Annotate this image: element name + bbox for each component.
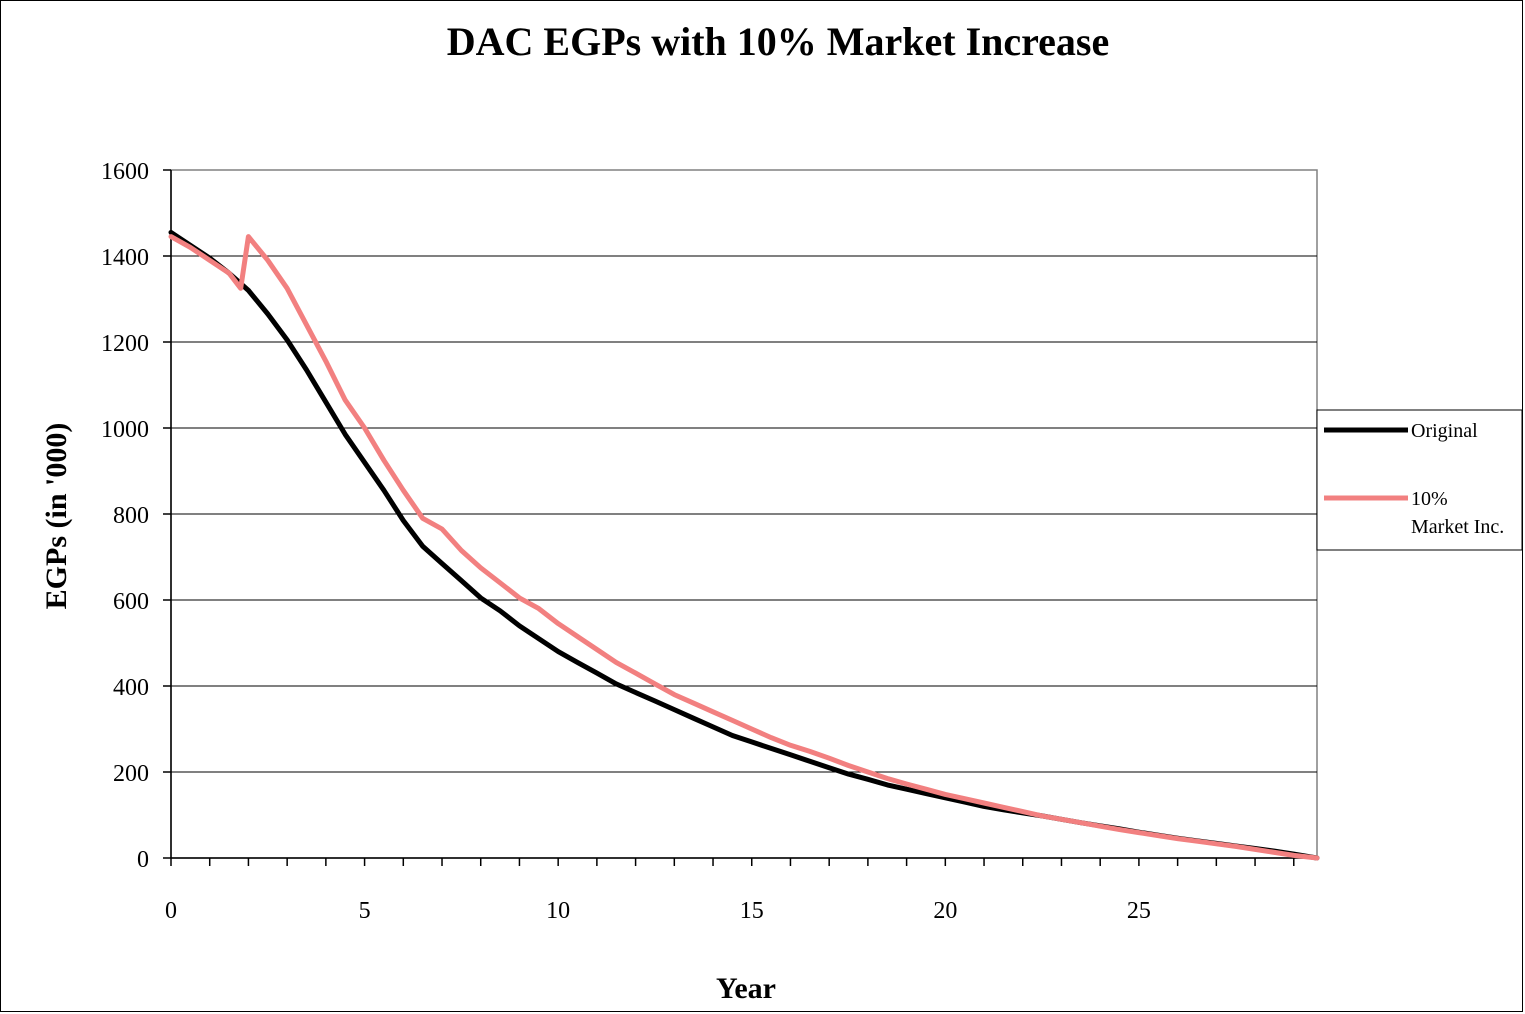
x-tick-label: 25 [1127,898,1151,924]
series-line-original [168,229,1320,861]
y-tick-label: 600 [113,589,149,615]
series-line-market-inc [168,234,1320,861]
y-tick-label: 200 [113,761,149,787]
y-tick-label: 1000 [101,417,149,443]
x-tick-label: 0 [165,898,177,924]
y-tick-label: 1200 [101,331,149,357]
legend: Original 10% Market Inc. [1316,409,1523,551]
tick-labels: 0 200 400 600 800 1000 1200 1400 1600 0 5 10 15 20 25 [101,159,1151,924]
x-tick-label: 20 [933,898,957,924]
y-tick-label: 1400 [101,245,149,271]
legend-box [1316,409,1523,551]
y-tick-label: 400 [113,675,149,701]
axes [163,169,1317,866]
y-tick-label: 0 [137,847,149,873]
legend-label-original: Original [1411,420,1478,442]
legend-label-market-inc-line2: Market Inc. [1411,516,1504,538]
legend-label-market-inc-line1: 10% [1411,488,1448,510]
y-tick-label: 1600 [101,159,149,185]
x-tick-label: 5 [359,898,371,924]
chart-title: DAC EGPs with 10% Market Increase [447,19,1110,64]
gridlines [171,255,1317,773]
x-tick-label: 15 [740,898,764,924]
x-tick-label: 10 [546,898,570,924]
y-tick-label: 800 [113,503,149,529]
legend-label-market-inc: 10% Market Inc. [1411,488,1504,538]
x-axis-title: Year [716,972,776,1005]
y-axis-title: EGPs (in '000) [40,423,73,610]
series-lines [168,229,1320,861]
